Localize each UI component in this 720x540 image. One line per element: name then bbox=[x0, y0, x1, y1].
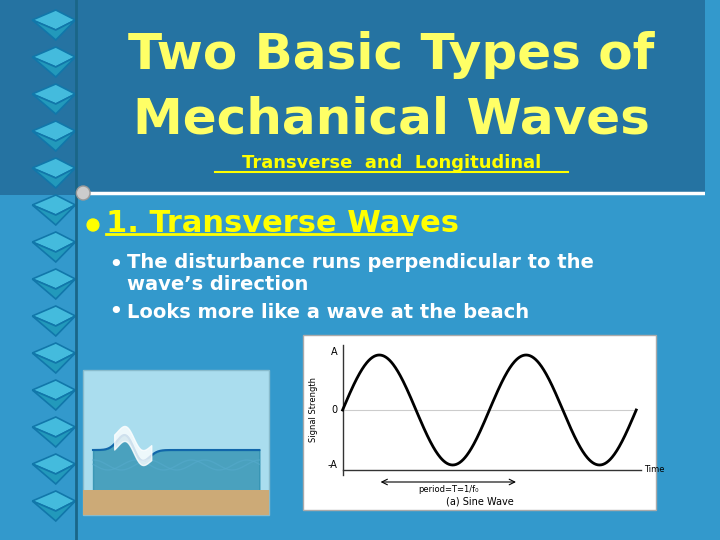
Text: Two Basic Types of: Two Basic Types of bbox=[128, 31, 654, 79]
Text: The disturbance runs perpendicular to the: The disturbance runs perpendicular to th… bbox=[127, 253, 594, 273]
Polygon shape bbox=[32, 121, 76, 141]
Polygon shape bbox=[32, 454, 76, 474]
Text: A: A bbox=[331, 347, 338, 357]
Polygon shape bbox=[32, 195, 76, 215]
Bar bbox=[303, 335, 656, 510]
Polygon shape bbox=[32, 47, 76, 67]
Polygon shape bbox=[32, 464, 76, 484]
Polygon shape bbox=[32, 94, 76, 114]
Polygon shape bbox=[32, 84, 76, 104]
Bar bbox=[84, 370, 269, 515]
Polygon shape bbox=[32, 158, 76, 178]
Polygon shape bbox=[32, 269, 76, 289]
Polygon shape bbox=[32, 343, 76, 363]
Text: 0: 0 bbox=[332, 405, 338, 415]
Polygon shape bbox=[32, 131, 76, 151]
Polygon shape bbox=[32, 491, 76, 511]
Bar bbox=[0, 0, 705, 195]
Polygon shape bbox=[32, 279, 76, 299]
Text: -A: -A bbox=[328, 460, 338, 470]
Polygon shape bbox=[32, 353, 76, 373]
Polygon shape bbox=[32, 232, 76, 252]
Text: Transverse  and  Longitudinal: Transverse and Longitudinal bbox=[242, 154, 541, 172]
Text: Time: Time bbox=[644, 465, 665, 475]
Polygon shape bbox=[32, 20, 76, 40]
Circle shape bbox=[87, 219, 99, 231]
Text: period=T=1/f₀: period=T=1/f₀ bbox=[418, 485, 479, 495]
Text: wave’s direction: wave’s direction bbox=[127, 275, 309, 294]
Circle shape bbox=[76, 186, 90, 200]
Polygon shape bbox=[32, 168, 76, 188]
Polygon shape bbox=[32, 205, 76, 225]
Polygon shape bbox=[32, 501, 76, 521]
Polygon shape bbox=[32, 306, 76, 326]
Bar bbox=[84, 490, 269, 515]
Polygon shape bbox=[32, 242, 76, 262]
Text: Mechanical Waves: Mechanical Waves bbox=[133, 96, 650, 144]
Polygon shape bbox=[32, 380, 76, 400]
Polygon shape bbox=[32, 57, 76, 77]
Polygon shape bbox=[32, 427, 76, 447]
Polygon shape bbox=[32, 10, 76, 30]
Polygon shape bbox=[32, 316, 76, 336]
Text: Signal Strength: Signal Strength bbox=[309, 377, 318, 442]
Text: (a) Sine Wave: (a) Sine Wave bbox=[446, 497, 513, 507]
Text: •: • bbox=[108, 300, 123, 324]
Polygon shape bbox=[32, 417, 76, 437]
Polygon shape bbox=[32, 390, 76, 410]
Text: 1. Transverse Waves: 1. Transverse Waves bbox=[106, 210, 459, 239]
Text: •: • bbox=[108, 253, 123, 277]
Text: Looks more like a wave at the beach: Looks more like a wave at the beach bbox=[127, 302, 529, 321]
